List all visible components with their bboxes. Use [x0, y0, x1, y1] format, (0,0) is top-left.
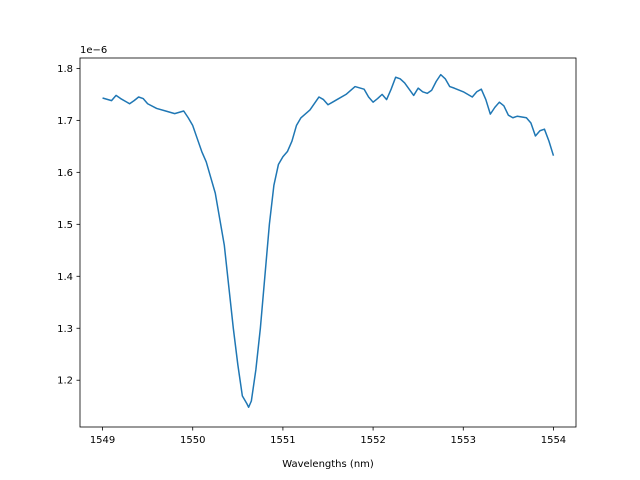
x-tick-label: 1550 [180, 435, 205, 446]
y-tick-label: 1.3 [57, 324, 73, 335]
y-tick-label: 1.4 [57, 272, 73, 283]
y-tick-label: 1.8 [57, 64, 73, 75]
y-tick-label: 1.2 [57, 376, 73, 387]
x-tick-label: 1552 [360, 435, 385, 446]
y-tick-label: 1.7 [57, 116, 73, 127]
x-axis-label: Wavelengths (nm) [282, 459, 374, 470]
series-layer [102, 73, 555, 408]
plot-frame [79, 57, 577, 428]
y-offset-label: 1e−6 [80, 45, 107, 56]
x-tick-label: 1551 [270, 435, 295, 446]
y-tick-label: 1.5 [57, 220, 73, 231]
x-tick-label: 1553 [451, 435, 476, 446]
series-line-0 [102, 73, 555, 408]
ticks-layer: 1549 1550 1551 1552 1553 1554 1.2 1.3 1.4 1.5 1.6 1… [57, 64, 566, 446]
x-tick-label: 1554 [541, 435, 566, 446]
plot-area [80, 58, 576, 427]
x-tick-label: 1549 [90, 435, 115, 446]
y-tick-label: 1.6 [57, 168, 73, 179]
